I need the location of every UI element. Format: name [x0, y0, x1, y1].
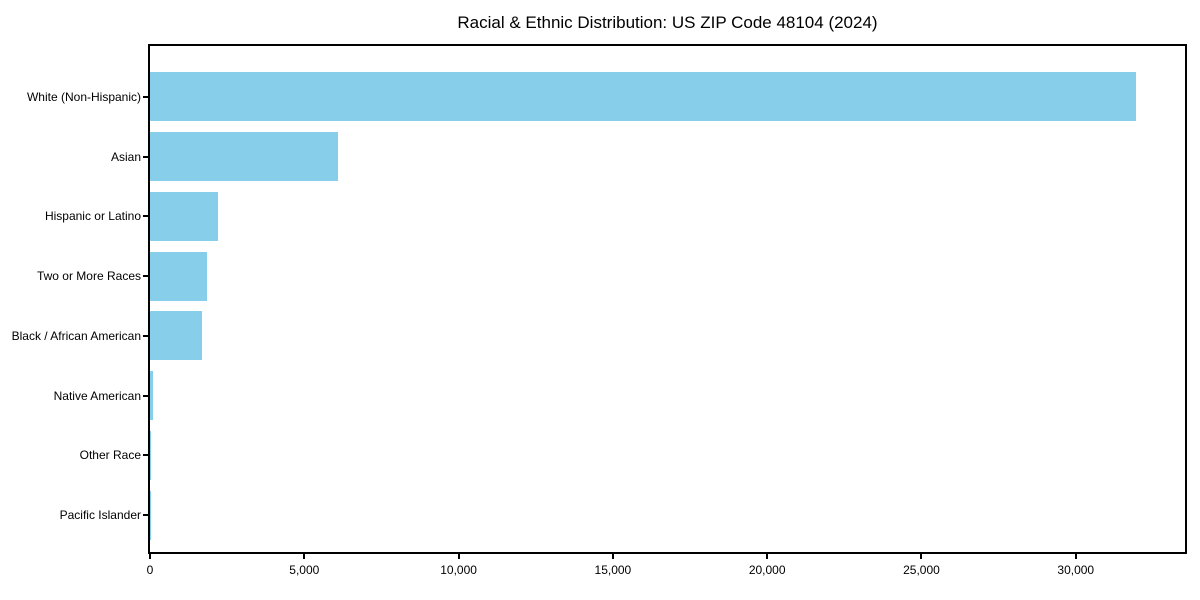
y-tick-label: Asian — [110, 149, 141, 164]
plot-area: White (Non-Hispanic) Asian Hispanic or Lat… — [12, 44, 1187, 554]
y-tick-mark — [143, 275, 148, 278]
y-tick-mark — [143, 95, 148, 98]
bar-row: Pacific Islander — [60, 485, 1185, 545]
x-tick-label: 20,000 — [748, 563, 786, 577]
bar-row: Two or More Races — [37, 246, 1185, 306]
y-tick-label: Native American — [53, 388, 141, 403]
bar — [150, 132, 338, 182]
x-tick-label: 15,000 — [594, 563, 632, 577]
bar — [150, 191, 219, 241]
y-tick-label: Hispanic or Latino — [44, 209, 141, 224]
bar — [150, 311, 202, 361]
bar — [150, 371, 153, 421]
bar-row: White (Non-Hispanic) — [27, 67, 1185, 127]
y-tick-label: Two or More Races — [36, 269, 141, 284]
x-tick-label: 0 — [146, 563, 154, 577]
x-tick-label: 25,000 — [903, 563, 940, 577]
bar-row: Other Race — [80, 426, 1185, 486]
x-tick-mark — [920, 554, 923, 559]
y-tick-label: Other Race — [79, 448, 141, 463]
bar-row: Black / African American — [12, 306, 1185, 366]
x-tick-mark — [766, 554, 769, 559]
bar-row: Asian — [111, 127, 1185, 187]
bar-row: Native American — [54, 366, 1185, 426]
x-tick-mark — [149, 554, 151, 559]
x-tick-mark — [611, 554, 614, 559]
y-tick-mark — [143, 334, 148, 337]
y-tick-mark — [143, 155, 148, 158]
y-tick-label: White (Non-Hispanic) — [26, 89, 141, 104]
x-tick-label: 5,000 — [289, 563, 320, 577]
y-tick-mark — [143, 394, 148, 397]
chart-title: Racial & Ethnic Distribution: US ZIP Cod… — [457, 13, 878, 32]
bar-row: Hispanic or Latino — [45, 187, 1185, 247]
x-tick-label: 10,000 — [440, 563, 477, 577]
x-axis: 0 5,000 10,000 15,000 20,000 25,000 30,000 — [146, 554, 1185, 594]
bar — [150, 72, 1136, 122]
bar — [150, 430, 151, 480]
y-tick-label: Black / African American — [11, 328, 141, 343]
x-tick-mark — [1074, 554, 1077, 559]
y-tick-mark — [143, 514, 148, 517]
y-tick-mark — [143, 215, 148, 218]
bar — [150, 251, 207, 301]
y-tick-label: Pacific Islander — [59, 508, 141, 523]
y-tick-mark — [143, 454, 148, 457]
x-tick-label: 30,000 — [1057, 563, 1095, 577]
x-tick-mark — [457, 554, 460, 559]
x-tick-mark — [303, 554, 306, 559]
